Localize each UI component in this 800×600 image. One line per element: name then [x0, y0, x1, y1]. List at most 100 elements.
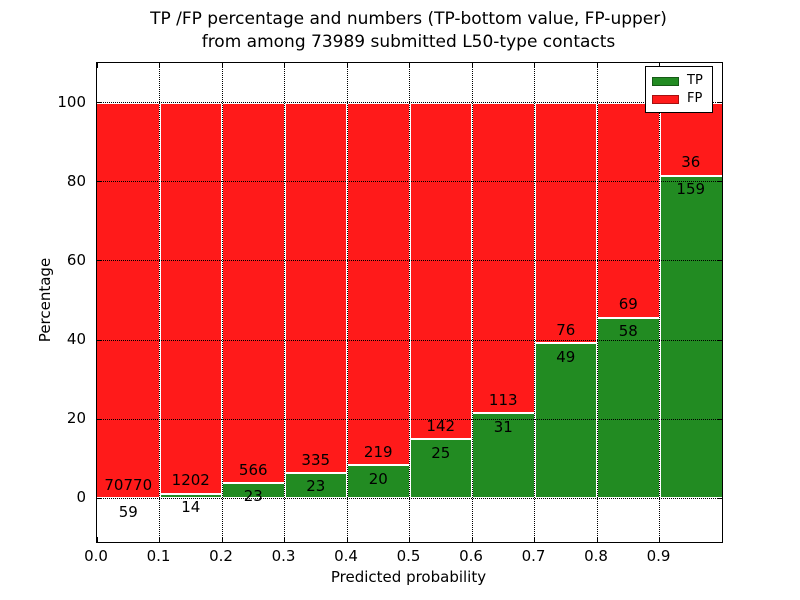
y-tick-mark	[97, 181, 102, 183]
y-tick-mark	[97, 102, 102, 104]
tp-count-label: 159	[676, 180, 706, 199]
x-tick-mark-top	[96, 63, 98, 68]
bar-edge-boundary	[597, 316, 660, 319]
legend: TP FP	[645, 66, 713, 113]
fp-count-label: 70770	[104, 475, 153, 494]
bar-edge-boundary	[284, 472, 347, 475]
bar-segment-fp	[534, 102, 597, 344]
x-tick-mark-top	[409, 63, 410, 68]
y-tick-mark-right	[717, 497, 722, 499]
x-axis-label: Predicted probability	[330, 568, 487, 586]
x-tick-mark-top	[221, 63, 223, 68]
x-tick-mark	[221, 537, 223, 542]
v-gridline	[471, 63, 473, 542]
x-tick-label: 0.9	[646, 547, 671, 565]
x-tick-mark	[596, 537, 598, 542]
bar-segment-fp	[97, 102, 160, 499]
y-tick-mark-right	[717, 102, 722, 104]
bar-segment-fp	[222, 102, 285, 483]
y-tick-mark	[97, 418, 102, 420]
fp-count-label: 566	[238, 460, 268, 479]
fp-count-label: 1202	[171, 471, 210, 490]
y-tick-mark-right	[717, 339, 722, 341]
y-tick-mark	[97, 497, 102, 499]
legend-label-tp: TP	[687, 73, 703, 88]
bar-segment-fp	[347, 102, 410, 466]
x-tick-mark	[409, 537, 410, 542]
bar-segment-fp	[472, 102, 535, 414]
v-gridline	[534, 63, 535, 542]
v-gridline	[159, 63, 160, 542]
x-tick-mark	[346, 537, 348, 542]
tp-count-label: 14	[181, 498, 201, 517]
y-tick-mark	[97, 339, 102, 341]
y-tick-mark	[97, 260, 102, 262]
x-tick-mark-top	[284, 63, 285, 68]
x-tick-label: 0.7	[521, 547, 546, 565]
fp-count-label: 335	[301, 450, 331, 469]
bar-segment-fp	[159, 102, 222, 494]
bar-edge-boundary	[659, 174, 722, 177]
tp-count-label: 58	[618, 322, 638, 341]
x-tick-label: 0.2	[209, 547, 233, 565]
plot-area: 70770 59 1202 14 566 23 335 23 219 20 142 25 113 31 76…	[96, 62, 723, 543]
y-tick-mark-right	[717, 181, 722, 183]
bar-edge-boundary	[534, 342, 597, 345]
bar-segment-tp	[659, 175, 722, 499]
fp-count-label: 142	[426, 416, 456, 435]
tp-count-label: 59	[118, 502, 138, 521]
legend-item-fp: FP	[652, 90, 706, 108]
legend-label-fp: FP	[687, 91, 703, 106]
v-gridline	[659, 63, 660, 542]
x-tick-label: 0.5	[396, 547, 421, 565]
x-tick-mark-top	[596, 63, 598, 68]
legend-item-tp: TP	[652, 72, 706, 90]
y-tick-label: 40	[66, 330, 86, 349]
x-tick-label: 0.4	[334, 547, 358, 565]
x-tick-mark-top	[159, 63, 160, 68]
fp-count-label: 76	[556, 320, 576, 339]
bar-edge-boundary	[222, 481, 285, 484]
bar-edge-boundary	[159, 492, 222, 495]
x-tick-mark	[659, 537, 660, 542]
bar-segment-tp	[347, 465, 410, 499]
y-tick-label: 20	[66, 409, 86, 428]
x-tick-mark-top	[659, 63, 660, 68]
tp-count-label: 31	[493, 417, 513, 436]
fp-count-label: 219	[363, 442, 393, 461]
x-tick-mark	[284, 537, 285, 542]
v-gridline	[409, 63, 410, 542]
v-gridline	[346, 63, 348, 542]
fp-color-swatch	[652, 94, 679, 104]
bar-edge-boundary	[347, 464, 410, 467]
tp-count-label: 25	[431, 443, 451, 462]
bar-segment-tp	[159, 493, 222, 499]
y-tick-mark-right	[717, 418, 722, 420]
x-tick-label: 0.6	[459, 547, 483, 565]
bar-segment-tp	[284, 473, 347, 499]
x-tick-mark-top	[471, 63, 473, 68]
x-tick-label: 0.8	[584, 547, 608, 565]
y-tick-label: 0	[76, 488, 86, 507]
bar-edge-boundary	[409, 438, 472, 441]
chart-title-line2: from among 73989 submitted L50-type cont…	[201, 32, 616, 52]
bar-segment-fp	[409, 102, 472, 440]
bar-segment-fp	[284, 102, 347, 473]
v-gridline	[596, 63, 598, 542]
tp-count-label: 23	[243, 487, 263, 506]
bar-segment-tp	[222, 482, 285, 499]
x-tick-mark-top	[346, 63, 348, 68]
y-tick-label: 80	[66, 171, 86, 190]
v-gridline	[284, 63, 285, 542]
tp-count-label: 49	[556, 347, 576, 366]
x-tick-mark	[471, 537, 473, 542]
bar-segment-fp	[659, 102, 722, 176]
x-tick-mark-top	[534, 63, 535, 68]
bar-segment-tp	[597, 317, 660, 499]
fp-count-label: 113	[488, 390, 518, 409]
fp-count-label: 69	[618, 295, 638, 314]
x-tick-mark	[534, 537, 535, 542]
bar-segment-tp	[409, 439, 472, 499]
v-gridline	[221, 63, 223, 542]
